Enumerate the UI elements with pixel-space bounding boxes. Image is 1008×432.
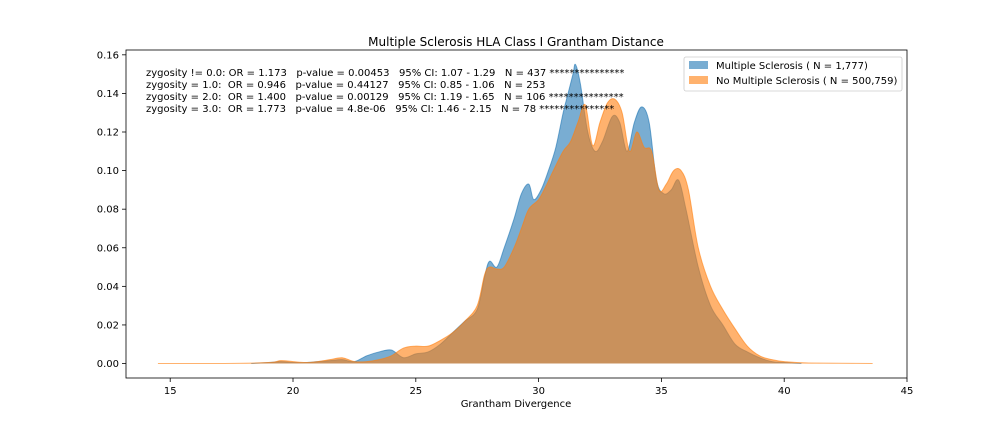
y-tick-label: 0.12 <box>97 128 119 139</box>
y-tick-label: 0.10 <box>97 166 119 177</box>
x-tick-label: 45 <box>901 386 914 397</box>
y-axis: 0.00 0.02 0.04 0.06 0.08 0.10 0.12 0.14 0.16 <box>97 50 126 370</box>
y-tick-label: 0.00 <box>97 359 119 370</box>
annotation-line: zygosity != 0.0: OR = 1.173 p-value = 0.… <box>146 68 624 79</box>
annotation-line: zygosity = 1.0: OR = 0.946 p-value = 0.4… <box>146 80 545 91</box>
x-tick-label: 15 <box>164 386 177 397</box>
legend-label-multiple-sclerosis: Multiple Sclerosis ( N = 1,777) <box>716 61 868 72</box>
x-tick-label: 40 <box>778 386 791 397</box>
annotation-line: zygosity = 3.0: OR = 1.773 p-value = 4.8… <box>146 104 614 115</box>
annotations: zygosity != 0.0: OR = 1.173 p-value = 0.… <box>146 68 624 115</box>
y-tick-label: 0.02 <box>97 320 119 331</box>
y-tick-label: 0.04 <box>97 282 119 293</box>
y-tick-label: 0.14 <box>97 89 119 100</box>
legend-label-no-multiple-sclerosis: No Multiple Sclerosis ( N = 500,759) <box>716 76 897 87</box>
legend: Multiple Sclerosis ( N = 1,777) No Multi… <box>683 56 903 92</box>
annotation-line: zygosity = 2.0: OR = 1.400 p-value = 0.0… <box>146 92 624 103</box>
legend-swatch-no-multiple-sclerosis <box>689 76 708 84</box>
x-axis-label: Grantham Divergence <box>461 399 572 410</box>
legend-swatch-multiple-sclerosis <box>689 61 708 69</box>
chart-title: Multiple Sclerosis HLA Class I Grantham … <box>368 35 664 49</box>
legend-box <box>683 56 903 92</box>
y-tick-label: 0.06 <box>97 243 119 254</box>
x-axis: 15 20 25 30 35 40 45 <box>164 378 914 397</box>
x-tick-label: 30 <box>532 386 545 397</box>
plot-frame <box>125 49 908 379</box>
plot-area <box>157 63 873 365</box>
x-tick-label: 20 <box>287 386 300 397</box>
x-tick-label: 25 <box>409 386 422 397</box>
y-tick-label: 0.16 <box>97 50 119 61</box>
series-line-no-multiple-sclerosis <box>157 98 873 365</box>
series-area-no-multiple-sclerosis <box>157 98 873 364</box>
y-tick-label: 0.08 <box>97 205 119 216</box>
x-tick-label: 35 <box>655 386 668 397</box>
